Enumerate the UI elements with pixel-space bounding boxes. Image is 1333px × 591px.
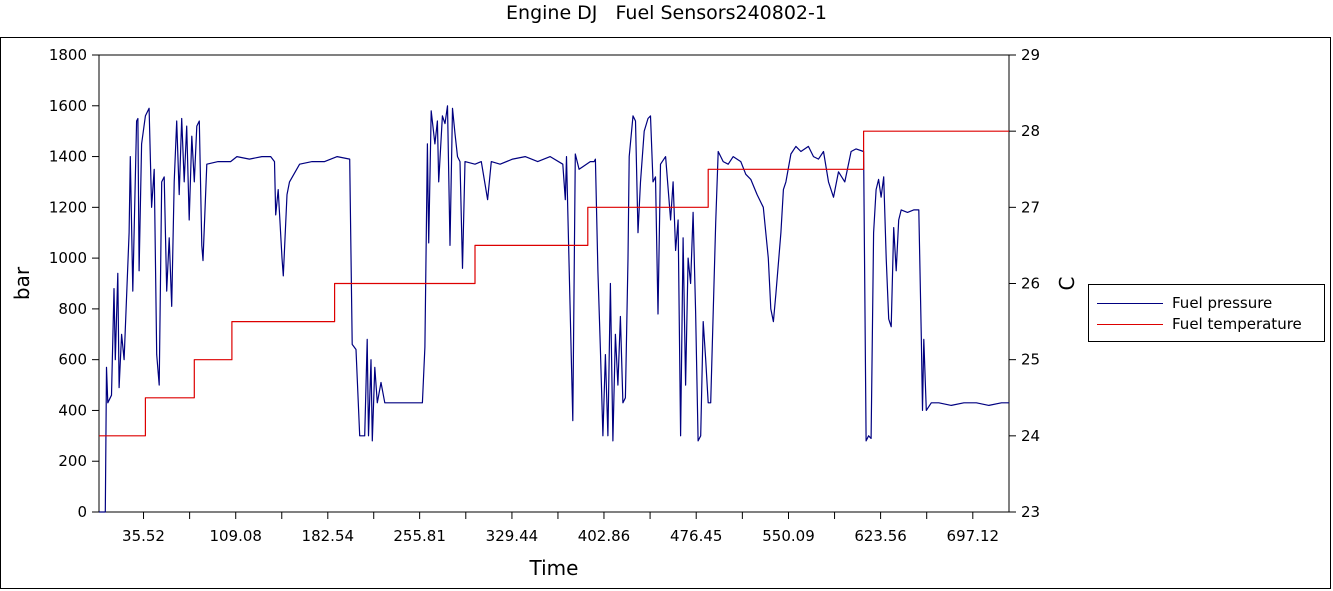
legend-swatch-fuel-pressure — [1097, 303, 1163, 304]
y-tick-label: 800 — [58, 300, 87, 318]
x-tick-label: 109.08 — [209, 527, 262, 545]
x-tick-label: 476.45 — [670, 527, 723, 545]
y-tick-label: 400 — [58, 401, 87, 419]
series-layer — [99, 105, 1009, 513]
legend-item-fuel-pressure: Fuel pressure — [1097, 294, 1322, 314]
y2-axis-title: C — [1055, 277, 1079, 291]
x-tick-label: 182.54 — [302, 527, 355, 545]
y2-tick-label: 29 — [1021, 46, 1040, 64]
legend-item-fuel-temperature: Fuel temperature — [1097, 315, 1322, 335]
y2-tick-label: 23 — [1021, 503, 1040, 521]
y-tick-label: 1000 — [49, 249, 87, 267]
chart-title: Engine DJ Fuel Sensors240802-1 — [506, 2, 827, 24]
y-tick-label: 1200 — [49, 198, 87, 216]
y-tick-label: 600 — [58, 351, 87, 369]
x-tick-label: 255.81 — [393, 527, 446, 545]
series-line-fuel-temperature — [99, 130, 1009, 437]
series-line-fuel-pressure — [99, 105, 1009, 513]
y2-tick-label: 28 — [1021, 122, 1040, 140]
x-tick-label: 623.56 — [854, 527, 907, 545]
y-tick-label: 1400 — [49, 148, 87, 166]
x-tick-label: 329.44 — [486, 527, 539, 545]
y-axis-title: bar — [10, 266, 34, 300]
y2-tick-label: 25 — [1021, 351, 1040, 369]
legend-label-fuel-temperature: Fuel temperature — [1172, 315, 1302, 333]
x-tick-label: 697.12 — [947, 527, 1000, 545]
y2-tick-label: 26 — [1021, 275, 1040, 293]
y-tick-label: 1800 — [49, 46, 87, 64]
legend: Fuel pressure Fuel temperature — [1088, 284, 1325, 342]
y2-tick-label: 24 — [1021, 427, 1040, 445]
axes-layer: 0 200 400 600 800 1000 1200 1400 1600 1800 23 24 25 2… — [49, 46, 1040, 545]
legend-swatch-fuel-temperature — [1097, 324, 1163, 325]
x-tick-label: 402.86 — [578, 527, 631, 545]
y-tick-label: 1600 — [49, 97, 87, 115]
y-tick-label: 0 — [77, 503, 87, 521]
x-axis-title: Time — [529, 556, 579, 580]
y2-tick-label: 27 — [1021, 198, 1040, 216]
y-tick-label: 200 — [58, 452, 87, 470]
x-tick-label: 550.09 — [762, 527, 815, 545]
legend-label-fuel-pressure: Fuel pressure — [1172, 294, 1273, 312]
x-tick-label: 35.52 — [122, 527, 165, 545]
chart-frame — [0, 37, 1331, 589]
